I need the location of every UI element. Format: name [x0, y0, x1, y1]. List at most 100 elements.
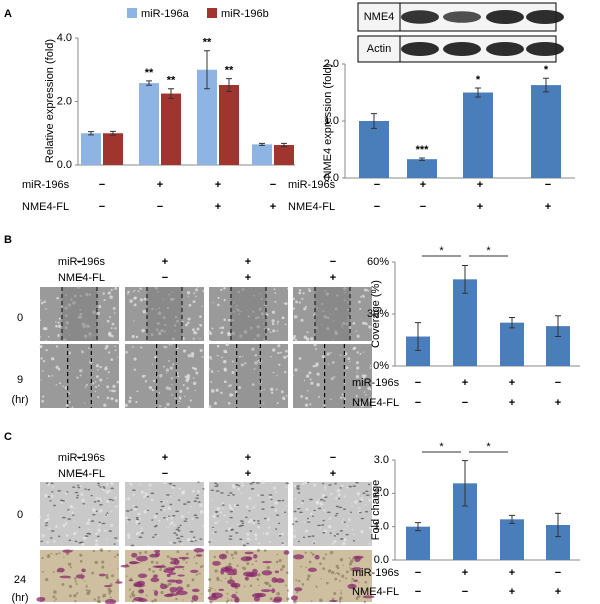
- texture: [192, 337, 195, 340]
- texture: [305, 507, 309, 511]
- cell: [45, 522, 49, 524]
- texture: [57, 333, 60, 336]
- error-bar: [462, 460, 468, 507]
- texture: [211, 499, 213, 501]
- cell: [358, 500, 362, 503]
- cell: [202, 488, 205, 490]
- texture: [129, 482, 132, 485]
- texture: [254, 533, 258, 537]
- texture: [133, 368, 137, 371]
- texture: [87, 347, 90, 350]
- cell: [199, 538, 203, 540]
- texture: [166, 500, 168, 503]
- texture: [40, 379, 42, 381]
- texture: [114, 399, 119, 403]
- texture: [285, 584, 288, 587]
- texture: [303, 307, 307, 311]
- cell: [296, 488, 301, 490]
- texture: [144, 492, 148, 496]
- texture: [152, 589, 155, 592]
- texture: [127, 497, 131, 501]
- texture: [200, 565, 203, 569]
- texture: [166, 402, 170, 407]
- texture: [112, 306, 116, 310]
- cell: [190, 569, 199, 573]
- texture: [132, 599, 135, 603]
- texture: [232, 485, 236, 489]
- scratch-gap: [315, 287, 350, 341]
- texture: [46, 514, 50, 517]
- texture: [95, 539, 99, 543]
- texture: [116, 380, 120, 384]
- texture: [68, 510, 71, 513]
- cell: [130, 509, 133, 511]
- texture: [99, 365, 102, 369]
- texture: [256, 549, 261, 553]
- cell: [230, 583, 238, 588]
- texture: [208, 405, 212, 409]
- texture: [312, 364, 316, 368]
- texture: [163, 508, 166, 511]
- error-bar: [226, 78, 232, 92]
- bar: [453, 279, 477, 366]
- texture: [168, 343, 171, 346]
- texture: [249, 584, 253, 587]
- bar: [197, 69, 217, 165]
- texture: [271, 392, 273, 394]
- bar: [161, 93, 181, 165]
- texture: [274, 300, 277, 303]
- y-axis-label: Coverage (%): [370, 280, 382, 348]
- cell: [176, 537, 181, 540]
- texture: [143, 297, 147, 301]
- texture: [187, 405, 191, 409]
- texture: [43, 300, 46, 304]
- texture: [191, 578, 195, 582]
- cell: [239, 520, 244, 522]
- texture: [274, 491, 277, 494]
- texture: [296, 591, 298, 594]
- texture: [64, 522, 68, 525]
- texture: [360, 403, 365, 408]
- texture: [110, 334, 114, 338]
- texture: [186, 290, 191, 295]
- cell: [255, 482, 260, 484]
- texture: [199, 315, 202, 318]
- texture: [47, 374, 51, 378]
- scratch-gap: [324, 344, 345, 408]
- texture: [228, 504, 232, 507]
- texture: [362, 295, 365, 299]
- texture: [48, 527, 51, 530]
- texture: [285, 505, 287, 507]
- texture: [150, 560, 154, 564]
- texture: [202, 494, 205, 496]
- legend-label: miR-196b: [221, 8, 269, 20]
- cell: [97, 500, 101, 502]
- cell: [44, 524, 48, 527]
- texture: [144, 374, 146, 377]
- y-tick-label: 3.0: [374, 454, 389, 466]
- texture: [273, 288, 276, 291]
- cell: [284, 511, 287, 514]
- texture: [156, 375, 159, 377]
- texture: [165, 372, 168, 374]
- texture: [269, 482, 272, 485]
- cell: [246, 542, 249, 545]
- texture: [334, 577, 338, 581]
- texture: [251, 563, 254, 566]
- texture: [55, 552, 58, 556]
- texture: [91, 571, 95, 575]
- texture: [101, 560, 105, 564]
- cell: [229, 535, 233, 537]
- cell: [175, 534, 179, 536]
- cell: [155, 524, 158, 527]
- texture: [55, 325, 57, 327]
- cell: [177, 499, 181, 501]
- cell: [84, 535, 89, 537]
- texture: [335, 564, 339, 568]
- texture: [285, 349, 288, 353]
- cell: [270, 506, 275, 509]
- condition-label: miR-196s: [22, 179, 70, 191]
- y-tick-label: 1.0: [374, 521, 389, 533]
- texture: [292, 374, 294, 377]
- scratch-gap: [147, 287, 182, 341]
